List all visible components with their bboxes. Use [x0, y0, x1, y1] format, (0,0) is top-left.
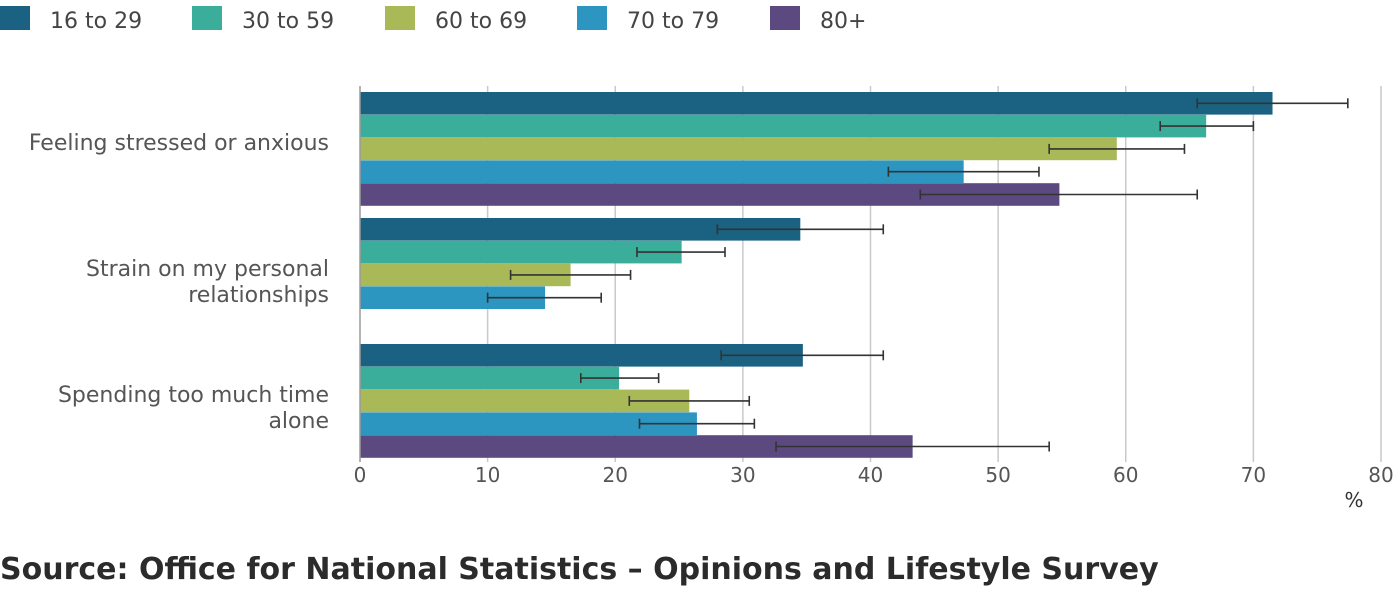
bar	[360, 366, 620, 390]
legend-swatch	[0, 6, 30, 30]
category-label: alone	[268, 409, 329, 434]
bar	[360, 114, 1207, 138]
legend-swatch	[577, 6, 607, 30]
legend-swatch	[385, 6, 415, 30]
x-tick-label: 70	[1241, 463, 1266, 487]
legend-label: 70 to 79	[627, 9, 719, 34]
legend-swatch	[770, 6, 800, 30]
source-note: Source: Office for National Statistics –…	[0, 552, 1159, 587]
bar	[360, 160, 964, 183]
bar	[360, 286, 546, 309]
bar	[360, 218, 801, 241]
bar	[360, 92, 1273, 115]
bar	[360, 344, 803, 367]
category-label: Strain on my personal	[86, 257, 329, 282]
bar	[360, 435, 913, 458]
x-tick-label: 10	[475, 463, 500, 487]
bar	[360, 263, 571, 287]
x-tick-label: 30	[730, 463, 755, 487]
bar	[360, 412, 697, 435]
legend-swatch	[192, 6, 222, 30]
category-label: Spending too much time	[58, 383, 329, 408]
category-label: Feeling stressed or anxious	[29, 131, 329, 156]
bar	[360, 240, 682, 264]
x-tick-label: 50	[985, 463, 1010, 487]
bar	[360, 137, 1117, 161]
x-axis-unit-label: %	[1344, 488, 1363, 512]
bar	[360, 183, 1060, 206]
legend-label: 16 to 29	[50, 9, 142, 34]
category-label: relationships	[188, 283, 329, 308]
legend-label: 80+	[820, 9, 866, 34]
x-tick-label: 80	[1368, 463, 1393, 487]
bar	[360, 389, 690, 413]
x-tick-label: 20	[603, 463, 628, 487]
legend-label: 30 to 59	[242, 9, 334, 34]
x-tick-label: 60	[1113, 463, 1138, 487]
legend-label: 60 to 69	[435, 9, 527, 34]
x-tick-label: 40	[858, 463, 883, 487]
x-tick-label: 0	[354, 463, 367, 487]
